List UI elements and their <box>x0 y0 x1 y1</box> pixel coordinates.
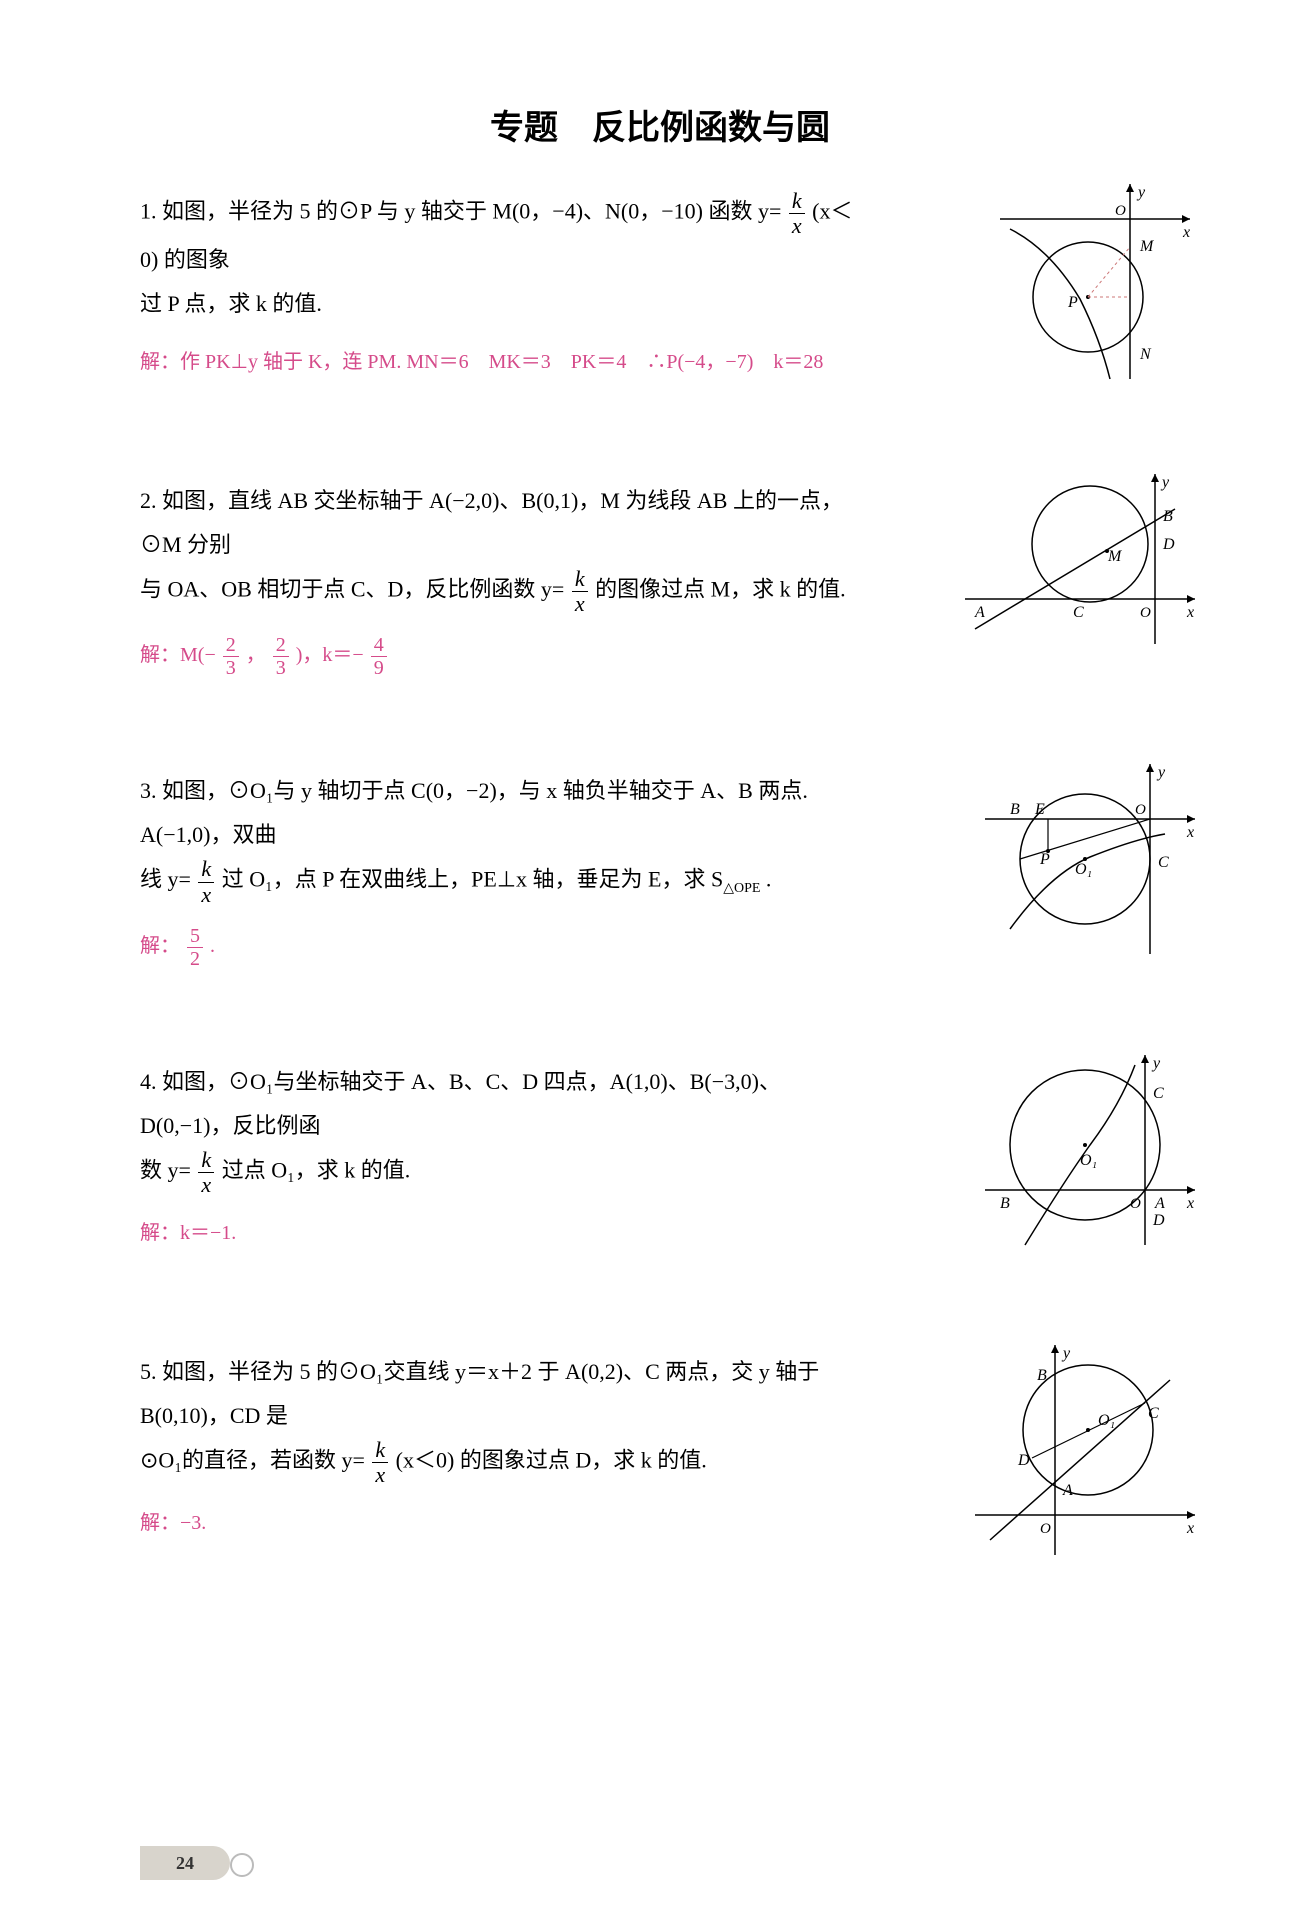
f3n: 4 <box>371 634 387 657</box>
problem-4-figure: y x O A B C D O₁ <box>980 1050 1200 1255</box>
problem-4-text-b: 数 y= <box>140 1157 191 1182</box>
problem-1-figure: y x O M N P <box>990 179 1200 384</box>
sub: △OPE <box>723 882 760 897</box>
svg-text:B: B <box>1000 1195 1010 1212</box>
svg-text:C: C <box>1158 854 1169 871</box>
f2n: 2 <box>273 634 289 657</box>
svg-text:C: C <box>1153 1085 1164 1102</box>
svg-text:O: O <box>1135 802 1146 818</box>
f1d: 3 <box>223 657 239 679</box>
problem-4-text-a: 如图，⊙O₁与坐标轴交于 A、B、C、D 四点，A(1,0)、B(−3,0)、D… <box>140 1069 781 1138</box>
fd: 2 <box>187 948 203 970</box>
problem-2-figure: y x O A B C D M <box>960 469 1200 654</box>
ans-b: ， <box>246 644 266 666</box>
problem-4-num: 4. <box>140 1069 157 1094</box>
problem-2-num: 2. <box>140 488 157 513</box>
problem-1: 1. 如图，半径为 5 的⊙P 与 y 轴交于 M(0，−4)、N(0，−10)… <box>140 189 1180 389</box>
svg-text:x: x <box>1186 1520 1194 1537</box>
problem-5-figure: y x O A B C D O₁ <box>970 1340 1200 1565</box>
problem-1-text: 1. 如图，半径为 5 的⊙P 与 y 轴交于 M(0，−4)、N(0，−10)… <box>140 189 860 326</box>
problem-5-num: 5. <box>140 1359 157 1384</box>
problem-3: 3. 如图，⊙O₁与 y 轴切于点 C(0，−2)，与 x 轴负半轴交于 A、B… <box>140 769 1180 969</box>
page-number-badge: 24 <box>140 1846 230 1880</box>
page-number: 24 <box>176 1853 194 1874</box>
problem-3-num: 3. <box>140 778 157 803</box>
frac-den: x <box>198 1173 214 1197</box>
fn: 5 <box>187 925 203 948</box>
svg-text:D: D <box>1162 536 1175 553</box>
problem-3-text-b: 线 y= <box>140 867 191 892</box>
frac-den: x <box>789 214 805 238</box>
svg-text:y: y <box>1136 184 1146 201</box>
svg-text:x: x <box>1186 1195 1194 1212</box>
svg-text:A: A <box>974 604 985 621</box>
problem-4: 4. 如图，⊙O₁与坐标轴交于 A、B、C、D 四点，A(1,0)、B(−3,0… <box>140 1060 1180 1260</box>
ans-b: . <box>210 935 215 957</box>
svg-text:O: O <box>1115 203 1126 219</box>
problem-4-text: 4. 如图，⊙O₁与坐标轴交于 A、B、C、D 四点，A(1,0)、B(−3,0… <box>140 1060 860 1197</box>
frac-den: x <box>198 883 214 907</box>
problem-3-text-d: . <box>766 867 772 892</box>
problem-2-text: 2. 如图，直线 AB 交坐标轴于 A(−2,0)、B(0,1)，M 为线段 A… <box>140 479 860 616</box>
svg-text:A: A <box>1154 1195 1165 1212</box>
svg-text:O: O <box>1140 605 1151 621</box>
svg-text:x: x <box>1186 824 1194 841</box>
f1n: 2 <box>223 634 239 657</box>
problem-3-text: 3. 如图，⊙O₁与 y 轴切于点 C(0，−2)，与 x 轴负半轴交于 A、B… <box>140 769 860 906</box>
problem-5-text: 5. 如图，半径为 5 的⊙O₁交直线 y＝x＋2 于 A(0,2)、C 两点，… <box>140 1350 860 1487</box>
problem-5: 5. 如图，半径为 5 的⊙O₁交直线 y＝x＋2 于 A(0,2)、C 两点，… <box>140 1350 1180 1550</box>
frac-den: x <box>372 1463 388 1487</box>
svg-text:P: P <box>1039 851 1050 868</box>
svg-text:P: P <box>1067 294 1078 311</box>
ans-a: 解： <box>140 935 180 957</box>
frac-num: k <box>572 567 588 592</box>
problem-2-text-a: 如图，直线 AB 交坐标轴于 A(−2,0)、B(0,1)，M 为线段 AB 上… <box>140 488 843 557</box>
svg-text:N: N <box>1139 346 1152 363</box>
f3d: 9 <box>371 657 387 679</box>
svg-text:O₁: O₁ <box>1098 1412 1115 1429</box>
problem-1-text-a: 如图，半径为 5 的⊙P 与 y 轴交于 M(0，−4)、N(0，−10) 函数… <box>162 199 781 224</box>
frac-num: k <box>198 857 214 882</box>
problem-5-text-b: ⊙O₁的直径，若函数 y= <box>140 1447 365 1472</box>
frac-num: k <box>198 1148 214 1173</box>
problem-3-text-a: 如图，⊙O₁与 y 轴切于点 C(0，−2)，与 x 轴负半轴交于 A、B 两点… <box>140 778 808 847</box>
svg-text:y: y <box>1151 1055 1161 1072</box>
frac-num: k <box>789 189 805 214</box>
problem-1-text-c: 过 P 点，求 k 的值. <box>140 291 322 316</box>
ans-a: 解：M(− <box>140 644 216 666</box>
problem-1-num: 1. <box>140 199 157 224</box>
frac-den: x <box>572 592 588 616</box>
problem-2: 2. 如图，直线 AB 交坐标轴于 A(−2,0)、B(0,1)，M 为线段 A… <box>140 479 1180 679</box>
svg-text:M: M <box>1139 238 1155 255</box>
svg-text:y: y <box>1160 474 1170 491</box>
problem-2-text-b: 与 OA、OB 相切于点 C、D，反比例函数 y= <box>140 577 564 602</box>
svg-text:x: x <box>1186 604 1194 621</box>
svg-text:x: x <box>1182 224 1190 241</box>
svg-text:y: y <box>1061 1345 1071 1362</box>
problem-5-text-c: (x＜0) 的图象过点 D，求 k 的值. <box>396 1447 707 1472</box>
f2d: 3 <box>273 657 289 679</box>
svg-text:D: D <box>1152 1212 1165 1229</box>
svg-text:B: B <box>1010 801 1020 818</box>
problem-3-text-c: 过 O₁，点 P 在双曲线上，PE⊥x 轴，垂足为 E，求 S <box>222 867 724 892</box>
svg-text:M: M <box>1107 548 1123 565</box>
page-title: 专题 反比例函数与圆 <box>140 100 1180 149</box>
problem-5-text-a: 如图，半径为 5 的⊙O₁交直线 y＝x＋2 于 A(0,2)、C 两点，交 y… <box>140 1359 819 1428</box>
frac-num: k <box>372 1438 388 1463</box>
svg-text:y: y <box>1156 764 1166 781</box>
problem-4-text-c: 过点 O₁，求 k 的值. <box>222 1157 411 1182</box>
ans-c: )，k＝− <box>296 644 364 666</box>
problem-3-figure: y x O B E C P O₁ <box>980 759 1200 964</box>
problem-2-text-c: 的图像过点 M，求 k 的值. <box>595 577 846 602</box>
svg-text:C: C <box>1073 604 1084 621</box>
